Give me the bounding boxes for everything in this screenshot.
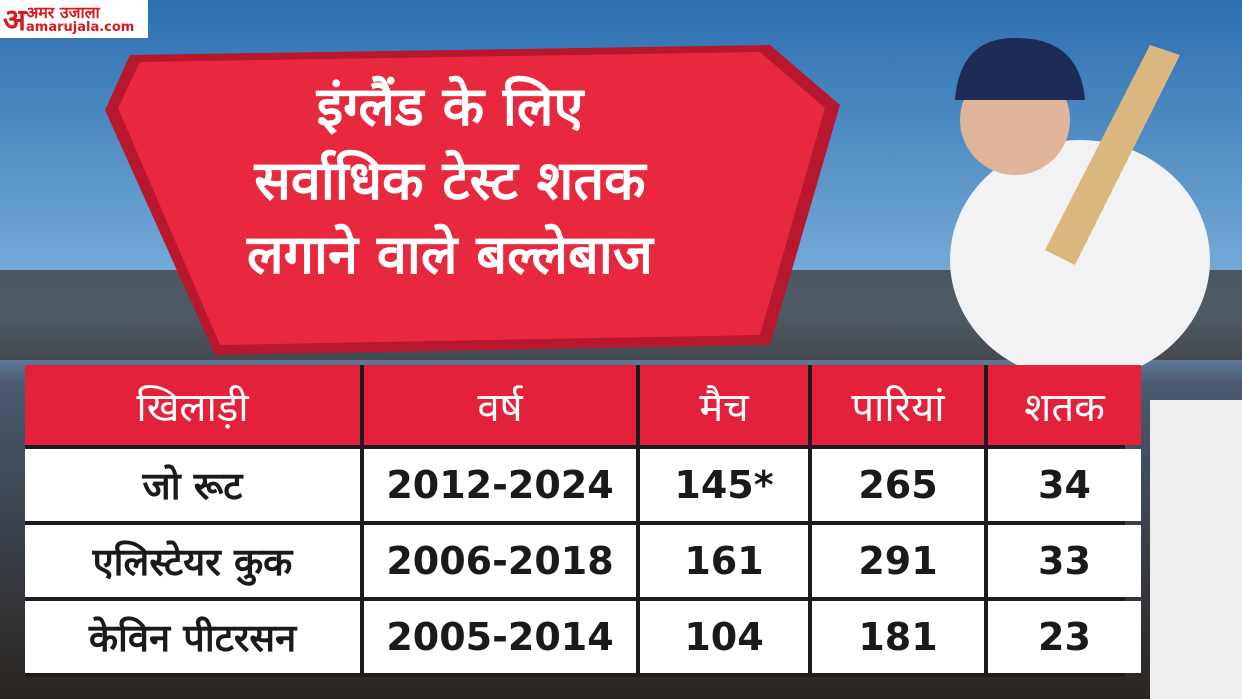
title-line: इंग्लैंड के लिए xyxy=(316,75,584,138)
table-cell: जो रूट xyxy=(25,449,360,521)
table-cell: 2005-2014 xyxy=(364,601,636,673)
header-cell: शतक xyxy=(988,365,1141,445)
table-cell: 265 xyxy=(812,449,984,521)
table-cell: 23 xyxy=(988,601,1141,673)
player-helmet xyxy=(955,37,1085,100)
table-cell: 104 xyxy=(640,601,808,673)
logo: अ अमर उजाला amarujala.com xyxy=(0,0,148,38)
table-cell: एलिस्टेयर कुक xyxy=(25,525,360,597)
player-pad xyxy=(1150,400,1242,699)
table-cell: 2006-2018 xyxy=(364,525,636,597)
table-cell: 33 xyxy=(988,525,1141,597)
header-cell: मैच xyxy=(640,365,808,445)
table-cell: 34 xyxy=(988,449,1141,521)
table-cell: केविन पीटरसन xyxy=(25,601,360,673)
banner xyxy=(118,52,825,345)
table-cell: 291 xyxy=(812,525,984,597)
table-cell: 2012-2024 xyxy=(364,449,636,521)
header-cell: वर्ष xyxy=(364,365,636,445)
logo-site: amarujala.com xyxy=(26,20,135,35)
header-cell: पारियां xyxy=(812,365,984,445)
title-line: सर्वाधिक टेस्ट शतक xyxy=(254,149,646,212)
title: इंग्लैंड के लिए सर्वाधिक टेस्ट शतक लगाने… xyxy=(130,70,770,292)
player-shirt xyxy=(950,140,1210,380)
logo-letter: अ xyxy=(3,3,26,38)
bat xyxy=(1045,45,1180,265)
table-cell: 145* xyxy=(640,449,808,521)
logo-name: अमर उजाला xyxy=(26,3,100,22)
table: खिलाड़ी वर्ष मैच पारियां शतक जो रूट 2012-2024 1… xyxy=(25,365,1141,677)
table-cell: 161 xyxy=(640,525,808,597)
title-line: लगाने वाले बल्लेबाज xyxy=(247,223,653,286)
table-cell: 181 xyxy=(812,601,984,673)
header-cell: खिलाड़ी xyxy=(25,365,360,445)
